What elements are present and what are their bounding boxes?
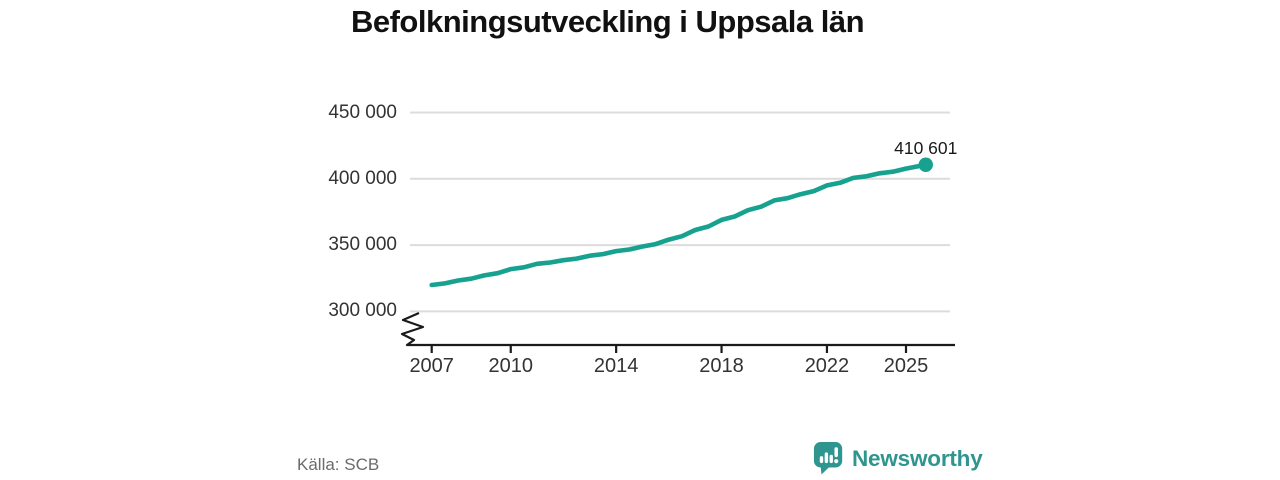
x-tick-label: 2025 [883,355,929,377]
x-axis-with-break [400,311,955,347]
x-tick-label: 2010 [488,355,534,377]
x-tick-label: 2022 [804,355,850,377]
x-tick-label: 2007 [409,355,454,377]
y-tick-label: 450 000 [328,101,397,123]
x-tick-label: 2018 [699,355,744,377]
newsworthy-logo-text: Newsworthy [852,445,983,471]
source-caption: Källa: SCB [297,455,380,474]
population-series-line [429,162,929,288]
x-tick-label: 2014 [593,355,639,377]
y-tick-label: 400 000 [328,167,397,189]
y-tick-label: 300 000 [328,300,397,322]
last-point-marker [918,157,933,172]
last-value-label: 410 601 [894,137,958,158]
y-tick-label: 350 000 [328,234,397,256]
newsworthy-logo: Newsworthy [813,441,983,476]
chart-title: Befolkningsutveckling i Uppsala län [350,4,865,39]
newsworthy-chart-bubble-icon [813,442,843,475]
